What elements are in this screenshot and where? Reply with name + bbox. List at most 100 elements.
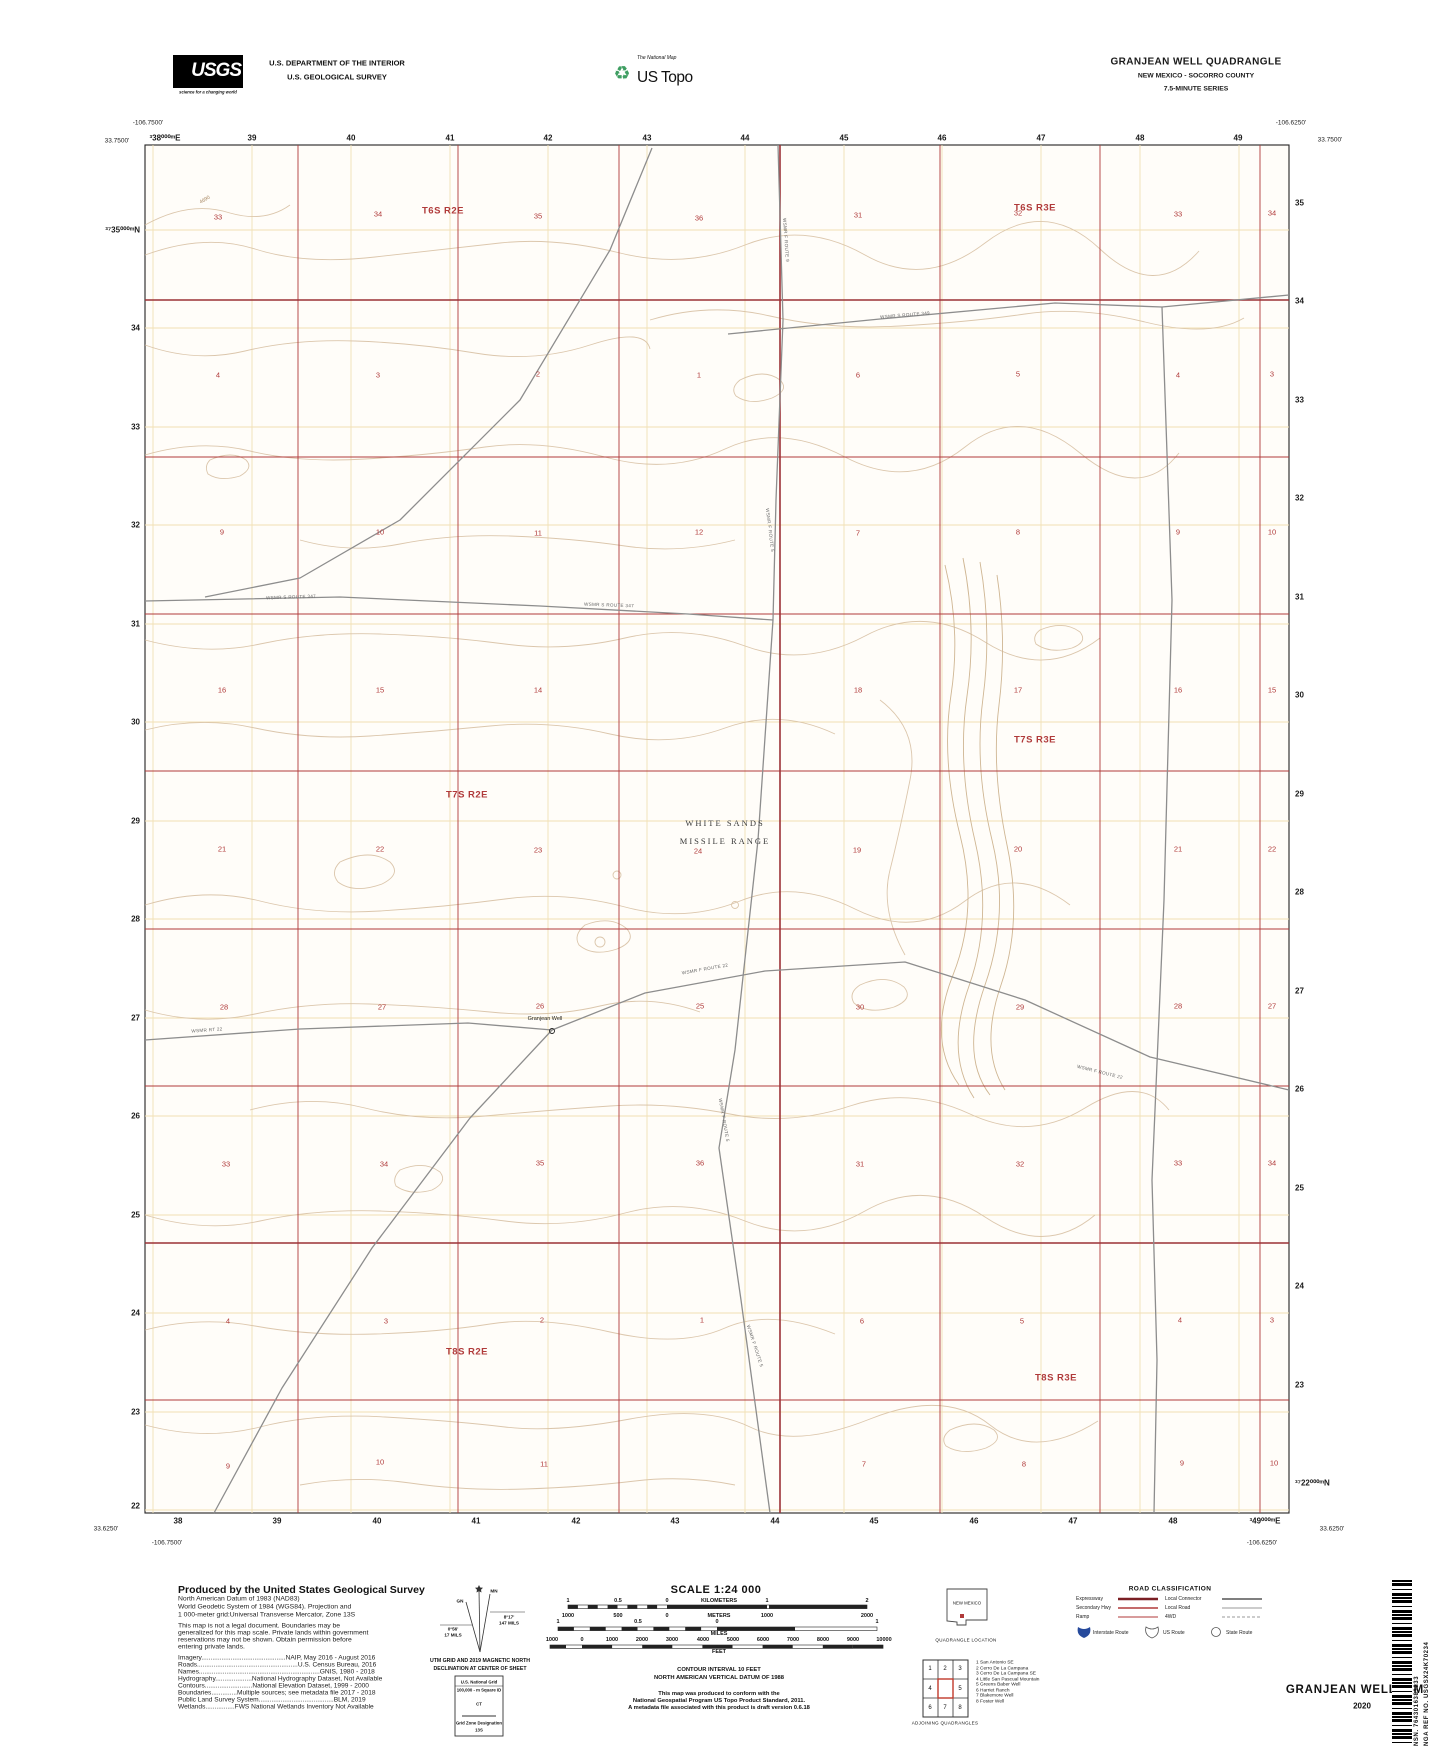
adjoining-cell-number: 3 [958,1666,962,1672]
grid-northing-right: 24 [1295,1281,1304,1291]
usng-text: Grid Zone Designation [455,1720,503,1726]
section-number: 14 [533,685,543,695]
grid-northing-left: 26 [131,1111,140,1121]
granjean-well-label: Granjean Well [527,1016,563,1022]
state-name: NEW MEXICO [952,1600,982,1606]
section-number: 15 [1267,685,1277,695]
corner-coordinate: 33.7500' [1317,136,1343,144]
section-number: 9 [225,1461,231,1471]
section-number: 3 [1269,369,1275,379]
section-number: 34 [373,209,383,219]
datum-note-line: North American Datum of 1983 (NAD83) [178,1595,300,1603]
scalebar-km-label: 1 [765,1598,769,1604]
grid-easting-bottom: 48 [1168,1516,1178,1526]
adjoining-quad-name: 2 Cerro De La Campana [976,1666,1029,1672]
section-number: 10 [1267,527,1277,537]
grid-easting-top: 45 [839,133,849,143]
map-note: National Geospatial Program US Topo Prod… [632,1698,806,1704]
data-source-line: Roads...................................… [178,1661,377,1669]
section-number: 28 [1173,1001,1183,1011]
grid-easting-bottom: ³49⁰⁰⁰ᵐE [1249,1516,1281,1526]
road-classification-title: ROAD CLASSIFICATION [1128,1585,1212,1593]
township-label: T7S R3E [1013,734,1057,746]
adjoining-cell-number: 4 [928,1686,932,1692]
road-classification-label: Secondary Hwy [1076,1605,1112,1611]
scalebar-ft-label: 0 [580,1637,584,1643]
map-note: A metadata file associated with this pro… [628,1705,810,1711]
usgs-logo-tagline: science for a changing world [179,89,237,95]
scalebar-mi-label: 0 [715,1619,719,1625]
section-number: 2 [535,369,541,379]
section-number: 4 [1177,1315,1183,1325]
grid-northing-left: 23 [131,1407,140,1417]
adjoining-cell-number: 5 [958,1686,962,1692]
section-number: 5 [1019,1316,1025,1326]
scalebar-km-label: 1 [566,1598,570,1604]
grid-northing-right: 30 [1295,690,1304,700]
grid-northing-left: 24 [131,1308,140,1318]
declination-value: 147 MILS [499,1620,519,1626]
section-number: 25 [695,1001,705,1011]
section-number: 3 [375,370,381,380]
scalebar-ft-label: 2000 [635,1637,649,1643]
sheet-year: 2020 [1353,1701,1371,1711]
scalebar-km-label: 0.5 [614,1598,622,1604]
adjoining-quad-name: 8 Foster Well [976,1699,1005,1705]
data-source-line: Public Land Survey System...............… [178,1696,366,1704]
section-number: 28 [219,1002,229,1012]
grid-easting-top: 39 [247,133,257,143]
road-classification-label: Expressway [1076,1596,1103,1602]
interstate-shield-icon [1077,1627,1091,1638]
declination-value: GN [456,1598,464,1604]
grid-northing-right: ³⁷22⁰⁰⁰ᵐN [1295,1478,1330,1488]
grid-northing-left: 28 [131,914,140,924]
grid-easting-bottom: 45 [869,1516,879,1526]
section-number: 6 [859,1316,865,1326]
section-number: 23 [533,845,543,855]
township-label: T8S R2E [445,1346,489,1358]
grid-northing-left: 25 [131,1210,140,1220]
grid-easting-bottom: 41 [471,1516,481,1526]
grid-easting-top: 47 [1036,133,1046,143]
usng-box [454,1675,504,1737]
map-note: NORTH AMERICAN VERTICAL DATUM OF 1988 [653,1675,785,1681]
adjoining-quad-name: 5 Greens Baber Well [976,1682,1021,1688]
scalebar-km-label: 2 [865,1598,869,1604]
datum-note-line: This map is not a legal document. Bounda… [178,1622,341,1630]
missile-range-label: WHITE SANDS [685,818,765,828]
map-neatline [144,144,1290,1514]
grid-easting-top: 44 [740,133,750,143]
scalebar-ft-label: 3000 [665,1637,679,1643]
road-classification-label: Interstate Route [1093,1630,1129,1636]
state-route-circle-icon [1211,1627,1221,1637]
section-number: 1 [699,1315,705,1325]
section-lines [145,145,1289,1513]
grid-northing-right: 32 [1295,493,1304,503]
grid-easting-top: 46 [937,133,947,143]
section-number: 34 [379,1159,389,1169]
quadrangle-title: GRANJEAN WELL QUADRANGLE [1110,56,1282,68]
scalebar-ft-label: 1000 [545,1637,559,1643]
grid-easting-bottom: 40 [372,1516,382,1526]
adjoining-quad-name: 4 Little San Pascual Mountain [976,1677,1040,1683]
quadrangle-subtitle1: NEW MEXICO - SOCORRO COUNTY [1137,72,1255,80]
section-number: 27 [377,1002,387,1012]
usng-text: U.S. National Grid [460,1679,498,1685]
scalebar-m-label: METERS [707,1613,731,1619]
adjoining-cell-number: 8 [958,1705,962,1711]
adjoining-quad-name: 1 San Antonio SE [976,1660,1014,1666]
section-number: 3 [1269,1315,1275,1325]
section-number: 22 [1267,844,1277,854]
sheet-title: GRANJEAN WELL, NM [1285,1684,1424,1696]
usgs-logo [173,55,243,88]
scale-title: SCALE 1:24 000 [670,1584,762,1596]
scalebar-m-label: 1000 [561,1613,575,1619]
section-number: 31 [853,210,863,220]
data-source-line: Hydrography....................National … [178,1675,383,1683]
grid-easting-bottom: 39 [272,1516,282,1526]
grid-northing-left: 33 [131,422,140,432]
grid-northing-right: 31 [1295,592,1304,602]
scalebar-miles-word: MILES [710,1631,728,1637]
scalebar-m-label: 2000 [860,1613,874,1619]
